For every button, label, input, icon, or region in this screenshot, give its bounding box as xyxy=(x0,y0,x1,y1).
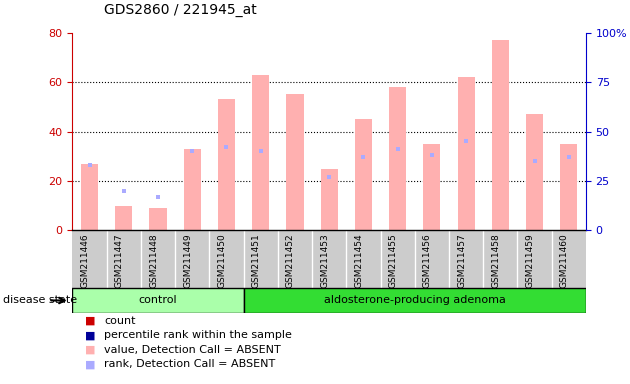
Bar xyxy=(218,99,235,230)
Text: GSM211453: GSM211453 xyxy=(320,233,329,288)
Text: GSM211459: GSM211459 xyxy=(525,233,534,288)
Text: disease state: disease state xyxy=(3,295,77,306)
Text: GSM211449: GSM211449 xyxy=(183,233,192,288)
Text: GSM211457: GSM211457 xyxy=(457,233,466,288)
Bar xyxy=(252,74,269,230)
Text: GSM211450: GSM211450 xyxy=(217,233,227,288)
Text: GSM211456: GSM211456 xyxy=(423,233,432,288)
Text: ■: ■ xyxy=(85,330,96,340)
Text: aldosterone-producing adenoma: aldosterone-producing adenoma xyxy=(324,295,506,306)
Text: control: control xyxy=(139,295,177,306)
Text: GSM211448: GSM211448 xyxy=(149,233,158,288)
Text: ■: ■ xyxy=(85,345,96,355)
Bar xyxy=(355,119,372,230)
Text: value, Detection Call = ABSENT: value, Detection Call = ABSENT xyxy=(104,345,281,355)
Text: GSM211455: GSM211455 xyxy=(389,233,398,288)
Bar xyxy=(184,149,201,230)
Bar xyxy=(423,144,440,230)
Text: GDS2860 / 221945_at: GDS2860 / 221945_at xyxy=(104,3,256,17)
Bar xyxy=(72,288,244,313)
Text: GSM211446: GSM211446 xyxy=(81,233,89,288)
Text: GSM211458: GSM211458 xyxy=(491,233,500,288)
Text: GSM211460: GSM211460 xyxy=(560,233,569,288)
Bar xyxy=(492,40,509,230)
Text: GSM211452: GSM211452 xyxy=(286,233,295,288)
Bar xyxy=(244,288,586,313)
Text: ■: ■ xyxy=(85,359,96,369)
Bar xyxy=(287,94,304,230)
Bar xyxy=(321,169,338,230)
Text: ■: ■ xyxy=(85,316,96,326)
Text: percentile rank within the sample: percentile rank within the sample xyxy=(104,330,292,340)
Bar xyxy=(149,208,166,230)
Text: GSM211447: GSM211447 xyxy=(115,233,123,288)
Bar xyxy=(526,114,543,230)
Bar xyxy=(81,164,98,230)
Bar xyxy=(560,144,577,230)
Text: GSM211451: GSM211451 xyxy=(252,233,261,288)
Bar xyxy=(115,206,132,230)
Text: GSM211454: GSM211454 xyxy=(355,233,364,288)
Text: rank, Detection Call = ABSENT: rank, Detection Call = ABSENT xyxy=(104,359,275,369)
Bar xyxy=(457,77,474,230)
Text: count: count xyxy=(104,316,135,326)
Bar xyxy=(389,87,406,230)
